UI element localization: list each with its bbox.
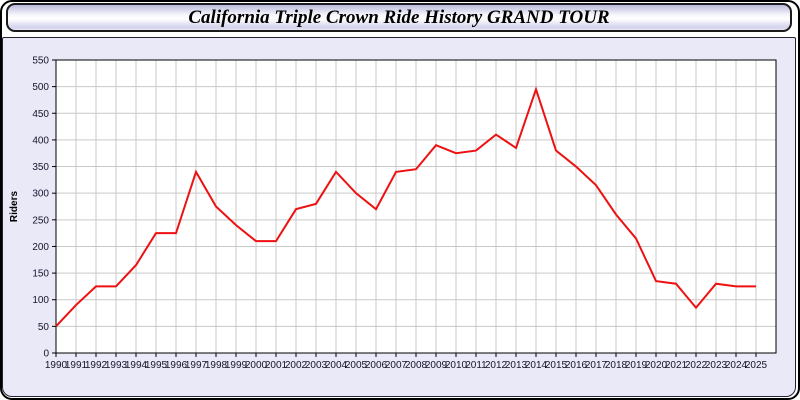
x-tick-label: 1995 (145, 360, 168, 371)
x-tick-label: 2000 (245, 360, 268, 371)
x-tick-label: 1999 (225, 360, 248, 371)
series-line-riders (55, 86, 756, 328)
y-tick-label: 0 (43, 349, 49, 360)
y-tick-label: 250 (32, 215, 49, 226)
x-tick-label: 2023 (705, 360, 728, 371)
x-tick-label: 2025 (745, 360, 768, 371)
y-axis-title: Riders (9, 191, 20, 223)
y-tick-label: 50 (38, 322, 50, 333)
y-tick-label: 300 (32, 189, 49, 200)
x-tick-label: 2017 (585, 360, 608, 371)
x-tick-label: 2007 (385, 360, 408, 371)
x-tick-label: 2021 (665, 360, 688, 371)
x-tick-label: 2002 (285, 360, 308, 371)
x-tick-label: 1991 (65, 360, 88, 371)
x-tick-label: 2006 (365, 360, 388, 371)
x-tick-label: 1992 (85, 360, 108, 371)
x-tick-label: 2014 (525, 360, 548, 371)
x-tick-label: 1994 (125, 360, 148, 371)
x-tick-label: 1990 (45, 360, 68, 371)
y-tick-label: 200 (32, 242, 49, 253)
x-tick-label: 1998 (205, 360, 228, 371)
x-tick-label: 2015 (545, 360, 568, 371)
y-tick-label: 450 (32, 109, 49, 120)
x-tick-label: 2018 (605, 360, 628, 371)
y-tick-label: 500 (32, 82, 49, 93)
x-tick-label: 2010 (445, 360, 468, 371)
y-tick-label: 100 (32, 295, 49, 306)
y-tick-label: 150 (32, 269, 49, 280)
x-tick-label: 2024 (725, 360, 748, 371)
chart-panel: 0 50 100 150 200 250 300 350 400 450 500 550 1990 199… (2, 37, 796, 397)
y-tick-label: 550 (32, 56, 49, 67)
x-tick-label: 2005 (345, 360, 368, 371)
x-tick-label: 2019 (625, 360, 648, 371)
ride-history-line-chart: 0501001502002503003504004505005501990199… (9, 56, 777, 371)
x-tick-label: 2008 (405, 360, 428, 371)
x-tick-label: 2020 (645, 360, 668, 371)
title-bar: California Triple Crown Ride History GRA… (6, 3, 792, 32)
x-tick-label: 2013 (505, 360, 528, 371)
y-tick-label: 400 (32, 135, 49, 146)
chart-title: California Triple Crown Ride History GRA… (188, 6, 610, 28)
x-tick-label: 2016 (565, 360, 588, 371)
y-tick-label: 350 (32, 162, 49, 173)
x-tick-label: 2009 (425, 360, 448, 371)
x-tick-label: 2003 (305, 360, 328, 371)
x-tick-label: 2004 (325, 360, 348, 371)
x-tick-label: 2011 (465, 360, 487, 371)
x-tick-label: 2001 (265, 360, 288, 371)
x-tick-label: 1997 (185, 360, 208, 371)
x-tick-label: 2012 (485, 360, 508, 371)
x-tick-label: 1996 (165, 360, 188, 371)
x-tick-label: 1993 (105, 360, 128, 371)
x-tick-label: 2022 (685, 360, 708, 371)
